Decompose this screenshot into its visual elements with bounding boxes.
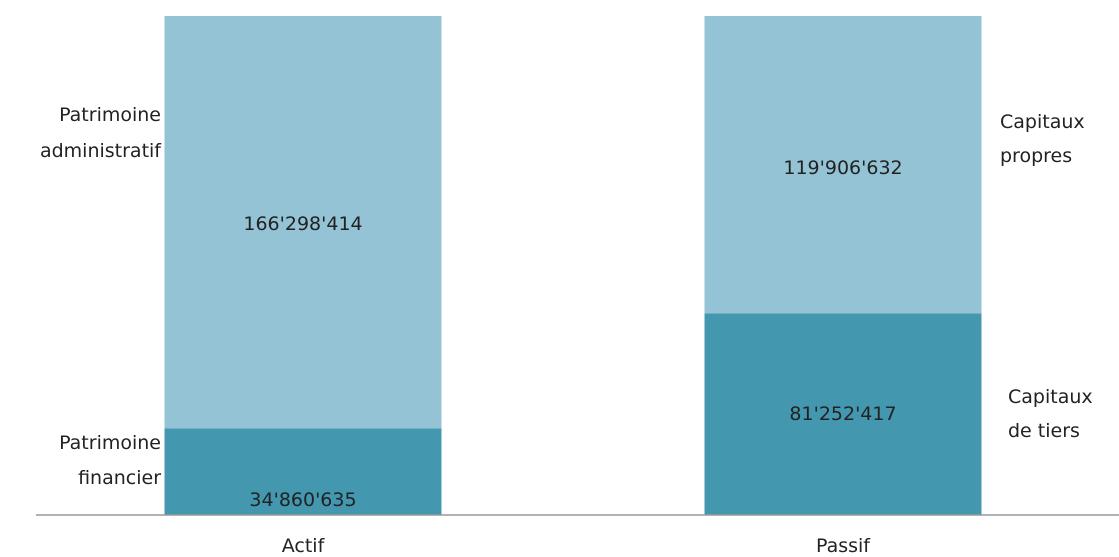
side-label-patrimoine-financier-line2: financier	[78, 467, 161, 489]
value-label-passif-propres: 119'906'632	[783, 157, 902, 179]
side-label-patrimoine-financier-line1: Patrimoine	[59, 432, 161, 454]
value-label-passif-tiers: 81'252'417	[789, 403, 896, 425]
bar-segment-actif-0	[164, 428, 442, 515]
side-label-capitaux-tiers-line1: Capitaux	[1008, 386, 1093, 408]
bar-segment-passif-0	[704, 313, 982, 515]
side-label-capitaux-tiers-line2: de tiers	[1008, 420, 1080, 442]
side-label-capitaux-propres-line1: Capitaux	[1000, 111, 1085, 133]
category-label-passif: Passif	[816, 535, 871, 557]
value-label-actif-administratif: 166'298'414	[243, 213, 362, 235]
side-label-capitaux-propres-line2: propres	[1000, 145, 1072, 167]
side-label-patrimoine-administratif-line1: Patrimoine	[59, 104, 161, 126]
bars-group	[164, 16, 982, 515]
side-label-patrimoine-administratif-line2: administratif	[40, 140, 162, 162]
bar-segment-actif-1	[164, 16, 442, 429]
category-label-actif: Actif	[282, 535, 326, 557]
value-label-actif-financier: 34'860'635	[249, 489, 356, 511]
bar-segment-passif-1	[704, 16, 982, 314]
